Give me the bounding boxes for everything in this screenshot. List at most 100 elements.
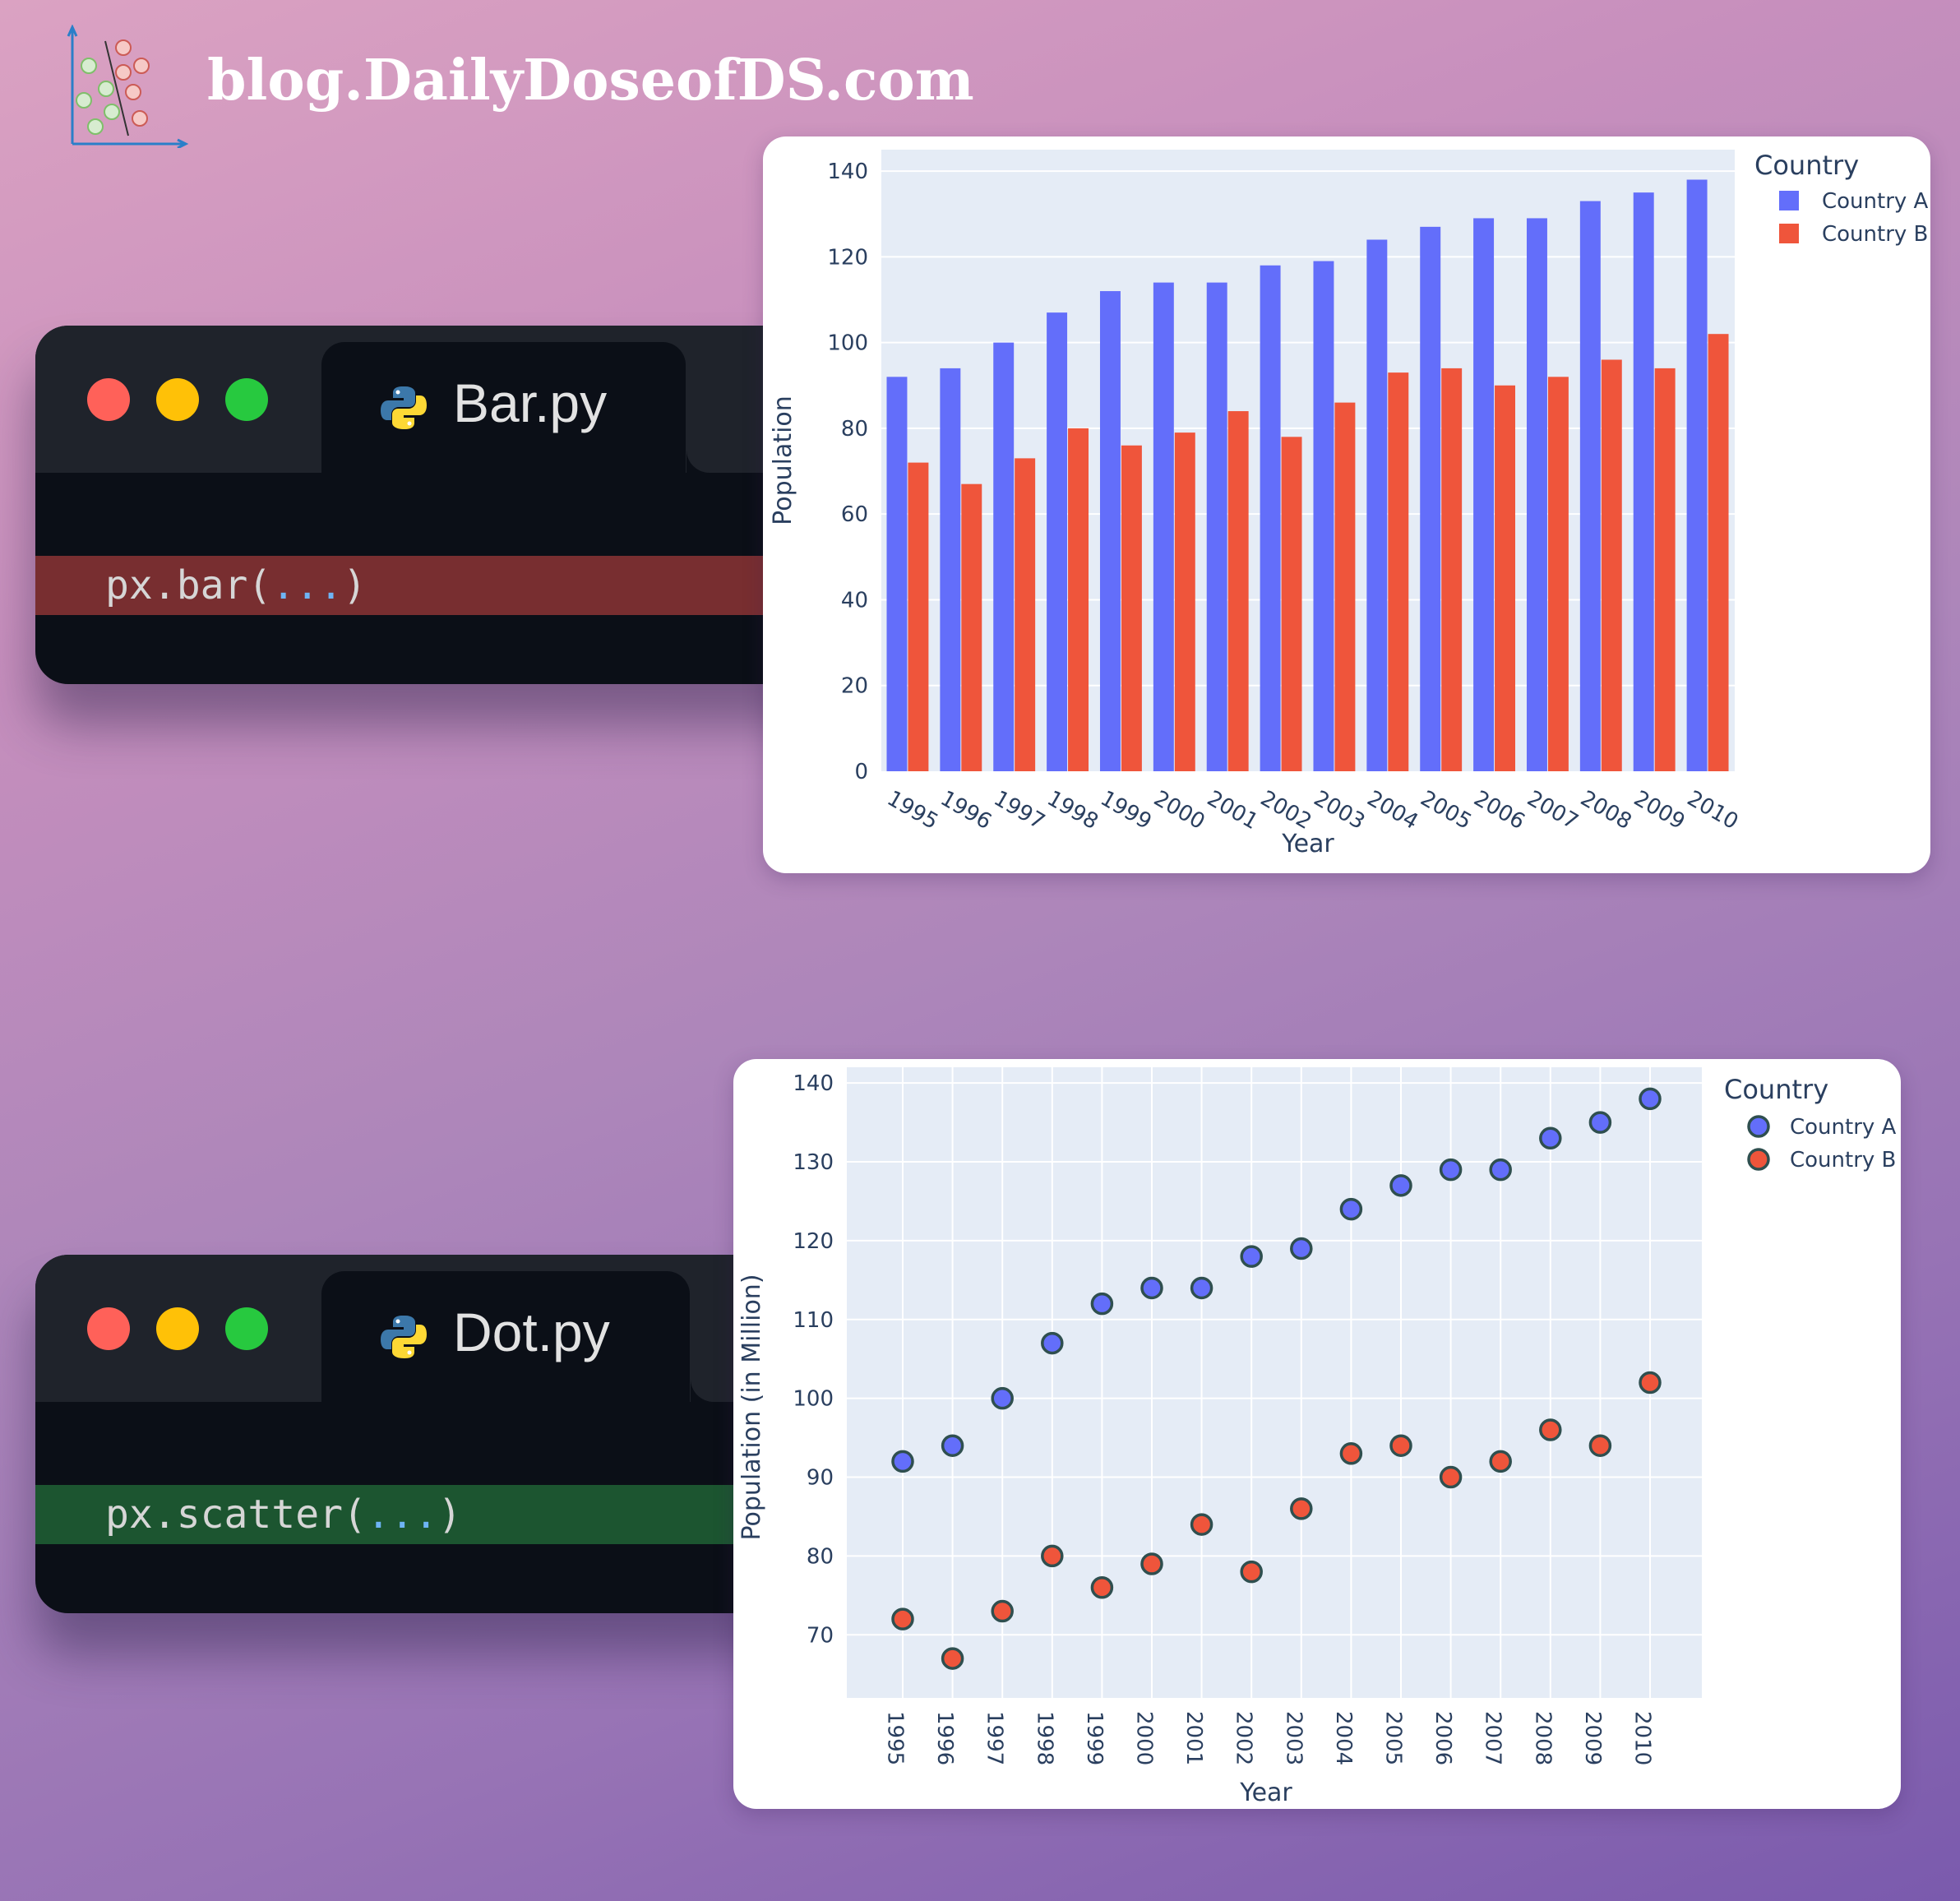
marker-country-a[interactable] bbox=[1588, 1111, 1612, 1134]
y-tick-label: 20 bbox=[841, 674, 868, 699]
bar-country-b[interactable] bbox=[1174, 432, 1195, 771]
bar-country-a[interactable] bbox=[1153, 282, 1174, 771]
maximize-button[interactable] bbox=[225, 1307, 268, 1350]
tab-dot-py[interactable]: Dot.py bbox=[321, 1271, 690, 1419]
maximize-button[interactable] bbox=[225, 378, 268, 421]
bar-country-b[interactable] bbox=[1547, 377, 1569, 771]
marker-country-b[interactable] bbox=[1140, 1552, 1163, 1575]
bar-country-a[interactable] bbox=[940, 368, 961, 771]
marker-country-b[interactable] bbox=[1041, 1544, 1064, 1568]
legend-swatch-icon[interactable] bbox=[1779, 191, 1799, 210]
marker-country-a[interactable] bbox=[1290, 1237, 1313, 1260]
bar-country-a[interactable] bbox=[1633, 192, 1654, 771]
bar-country-b[interactable] bbox=[1281, 437, 1302, 771]
bar-country-a[interactable] bbox=[1206, 282, 1227, 771]
marker-country-a[interactable] bbox=[1041, 1331, 1064, 1355]
legend-entry[interactable]: Country A bbox=[1790, 1115, 1897, 1140]
x-tick-label: 2002 bbox=[1256, 786, 1315, 835]
legend-marker-icon[interactable] bbox=[1747, 1115, 1770, 1138]
marker-country-a[interactable] bbox=[1339, 1197, 1363, 1221]
marker-country-b[interactable] bbox=[1090, 1576, 1114, 1599]
marker-country-a[interactable] bbox=[1090, 1292, 1114, 1316]
marker-country-b[interactable] bbox=[1240, 1560, 1263, 1584]
marker-country-b[interactable] bbox=[1489, 1450, 1512, 1473]
marker-country-b[interactable] bbox=[1389, 1434, 1412, 1457]
bar-country-b[interactable] bbox=[1068, 428, 1089, 771]
y-tick-label: 70 bbox=[807, 1623, 834, 1648]
marker-country-a[interactable] bbox=[1389, 1174, 1412, 1197]
marker-country-b[interactable] bbox=[1190, 1513, 1213, 1536]
y-tick-label: 60 bbox=[841, 502, 868, 527]
marker-country-a[interactable] bbox=[1489, 1158, 1512, 1182]
marker-country-a[interactable] bbox=[1439, 1158, 1463, 1182]
marker-country-a[interactable] bbox=[1539, 1126, 1562, 1150]
bar-country-b[interactable] bbox=[1227, 411, 1249, 771]
bar-country-a[interactable] bbox=[993, 342, 1015, 771]
bar-country-b[interactable] bbox=[1654, 368, 1676, 771]
x-tick-label: 2005 bbox=[1416, 786, 1475, 835]
marker-country-a[interactable] bbox=[1140, 1276, 1163, 1300]
close-button[interactable] bbox=[87, 378, 130, 421]
legend-entry[interactable]: Country B bbox=[1822, 222, 1928, 247]
y-tick-label: 100 bbox=[827, 331, 868, 356]
marker-country-b[interactable] bbox=[1439, 1465, 1463, 1489]
bar-country-b[interactable] bbox=[1708, 334, 1729, 771]
tab-bar-py[interactable]: Bar.py bbox=[321, 342, 686, 490]
brand-title[interactable]: blog.DailyDoseofDS.com bbox=[207, 48, 974, 113]
bar-country-a[interactable] bbox=[1366, 239, 1388, 772]
bar-country-a[interactable] bbox=[1473, 218, 1495, 772]
marker-country-a[interactable] bbox=[891, 1450, 914, 1473]
x-tick-label: 2010 bbox=[1630, 1711, 1655, 1765]
bar-country-a[interactable] bbox=[1047, 312, 1068, 771]
marker-country-b[interactable] bbox=[991, 1599, 1014, 1623]
legend-title: Country bbox=[1724, 1074, 1828, 1105]
bar-country-b[interactable] bbox=[1601, 359, 1622, 771]
marker-country-a[interactable] bbox=[991, 1386, 1014, 1410]
marker-country-b[interactable] bbox=[891, 1607, 914, 1630]
bar-country-a[interactable] bbox=[1099, 291, 1121, 771]
bar-country-a[interactable] bbox=[1260, 265, 1281, 771]
bar-country-b[interactable] bbox=[961, 483, 982, 771]
bar-country-b[interactable] bbox=[1495, 385, 1516, 771]
code-text[interactable]: px.scatter(...) bbox=[105, 1492, 462, 1538]
highlighted-code-line: px.bar(...) bbox=[35, 556, 858, 615]
close-button[interactable] bbox=[87, 1307, 130, 1350]
marker-country-a[interactable] bbox=[1240, 1245, 1263, 1268]
minimize-button[interactable] bbox=[156, 1307, 199, 1350]
bar-country-b[interactable] bbox=[908, 462, 929, 771]
marker-country-b[interactable] bbox=[1639, 1371, 1662, 1395]
bar-country-b[interactable] bbox=[1441, 368, 1463, 771]
code-text[interactable]: px.bar(...) bbox=[105, 562, 367, 608]
marker-country-b[interactable] bbox=[941, 1647, 964, 1670]
legend-marker-icon[interactable] bbox=[1747, 1148, 1770, 1171]
legend-entry[interactable]: Country B bbox=[1790, 1148, 1896, 1173]
code-window-bar: Bar.py px.bar(...) bbox=[35, 326, 858, 684]
bar-country-b[interactable] bbox=[1388, 372, 1409, 771]
legend-swatch-icon[interactable] bbox=[1779, 224, 1799, 243]
bar-country-a[interactable] bbox=[886, 377, 908, 771]
minimize-button[interactable] bbox=[156, 378, 199, 421]
scatter-chart: 70 80 90 100 110 120 130 140 1995 1996 1997 1998 199… bbox=[737, 1067, 1897, 1807]
x-tick-label: 1996 bbox=[932, 1711, 957, 1765]
bar-country-b[interactable] bbox=[1015, 458, 1036, 771]
y-tick-label: 80 bbox=[807, 1544, 834, 1569]
bar-country-a[interactable] bbox=[1420, 226, 1441, 771]
marker-country-b[interactable] bbox=[1290, 1497, 1313, 1520]
y-axis-title: Population (in Million) bbox=[737, 1274, 766, 1540]
x-tick-label: 1995 bbox=[883, 1711, 908, 1765]
marker-country-b[interactable] bbox=[1588, 1434, 1612, 1457]
marker-country-a[interactable] bbox=[1639, 1087, 1662, 1111]
brand-header: blog.DailyDoseofDS.com bbox=[66, 25, 974, 148]
legend-entry[interactable]: Country A bbox=[1822, 189, 1929, 214]
marker-country-b[interactable] bbox=[1339, 1442, 1363, 1465]
bar-country-a[interactable] bbox=[1579, 201, 1601, 771]
bar-country-b[interactable] bbox=[1121, 445, 1142, 771]
bar-country-b[interactable] bbox=[1334, 402, 1356, 771]
marker-country-b[interactable] bbox=[1539, 1418, 1562, 1441]
marker-country-a[interactable] bbox=[1190, 1276, 1213, 1300]
marker-country-a[interactable] bbox=[941, 1434, 964, 1457]
bar-country-a[interactable] bbox=[1526, 218, 1547, 772]
bar-country-a[interactable] bbox=[1313, 261, 1334, 772]
plot-area bbox=[847, 1067, 1702, 1698]
bar-country-a[interactable] bbox=[1686, 179, 1708, 771]
